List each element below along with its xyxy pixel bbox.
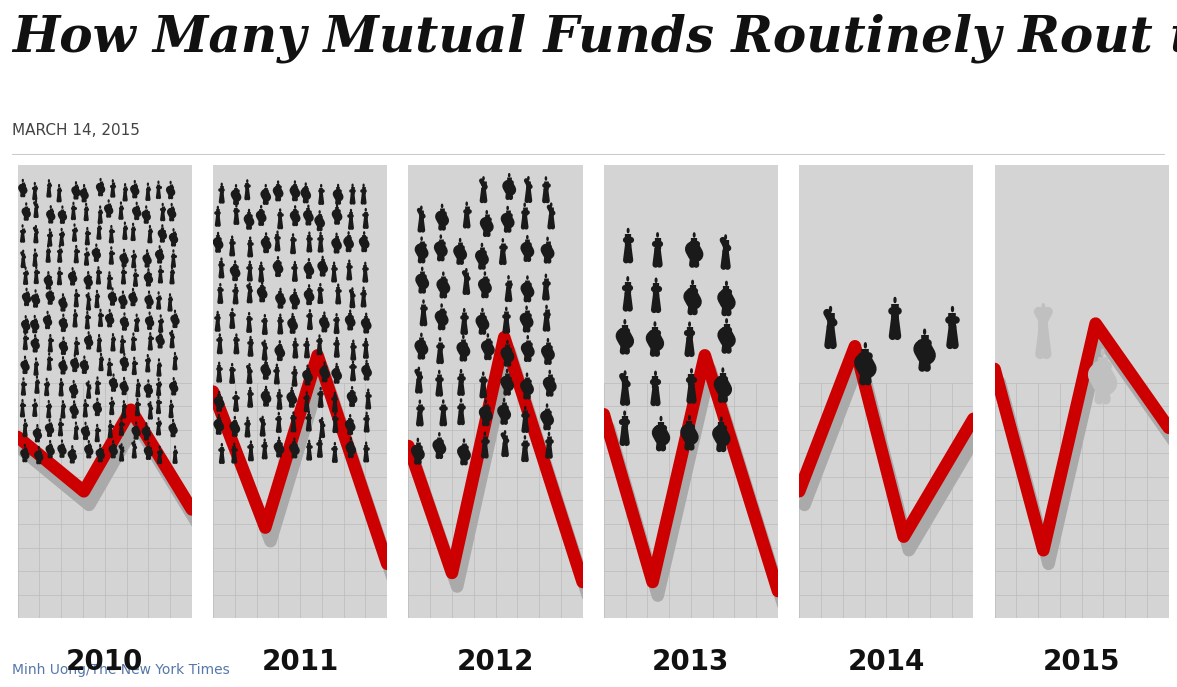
Circle shape <box>483 177 484 180</box>
Circle shape <box>527 276 528 279</box>
Circle shape <box>722 368 724 372</box>
Circle shape <box>1042 304 1044 311</box>
Circle shape <box>627 277 629 281</box>
Circle shape <box>506 307 507 311</box>
Circle shape <box>439 338 440 341</box>
Circle shape <box>487 334 488 337</box>
Text: Minh Uong/The New York Times: Minh Uong/The New York Times <box>12 663 230 677</box>
Circle shape <box>924 329 925 335</box>
Circle shape <box>830 306 831 312</box>
Circle shape <box>526 306 527 309</box>
Circle shape <box>484 432 485 436</box>
Circle shape <box>527 336 528 339</box>
Circle shape <box>725 235 726 239</box>
Circle shape <box>691 369 692 373</box>
Text: 2010: 2010 <box>66 648 144 676</box>
Circle shape <box>656 278 657 282</box>
Circle shape <box>508 174 510 177</box>
Circle shape <box>507 341 508 344</box>
Circle shape <box>545 177 546 180</box>
Circle shape <box>439 433 440 436</box>
Circle shape <box>460 399 461 402</box>
Circle shape <box>527 177 528 180</box>
Circle shape <box>504 398 505 402</box>
Circle shape <box>423 300 424 303</box>
Circle shape <box>418 368 419 370</box>
Text: MARCH 14, 2015: MARCH 14, 2015 <box>12 123 140 138</box>
Circle shape <box>420 206 421 210</box>
Circle shape <box>464 439 465 442</box>
Circle shape <box>441 304 443 307</box>
Circle shape <box>1102 349 1104 356</box>
Circle shape <box>506 370 507 372</box>
Circle shape <box>546 404 547 407</box>
Circle shape <box>545 274 546 278</box>
Circle shape <box>421 237 423 240</box>
Circle shape <box>481 243 483 247</box>
Circle shape <box>464 308 465 312</box>
Circle shape <box>525 407 526 409</box>
Text: How Many Mutual Funds Routinely Rout the Market? Zero: How Many Mutual Funds Routinely Rout the… <box>12 14 1177 63</box>
Circle shape <box>864 343 866 348</box>
Circle shape <box>726 282 727 286</box>
Circle shape <box>527 236 528 239</box>
Circle shape <box>508 275 510 279</box>
Text: 2012: 2012 <box>457 648 534 676</box>
Circle shape <box>951 306 953 312</box>
Circle shape <box>460 370 461 373</box>
Circle shape <box>657 233 658 237</box>
Circle shape <box>443 400 444 403</box>
Circle shape <box>507 207 508 210</box>
Circle shape <box>547 237 548 240</box>
Circle shape <box>481 308 483 312</box>
Circle shape <box>720 417 723 421</box>
Circle shape <box>419 401 420 403</box>
Circle shape <box>551 203 552 206</box>
Circle shape <box>525 436 526 439</box>
Circle shape <box>443 272 444 275</box>
Text: 2014: 2014 <box>847 648 925 676</box>
Circle shape <box>524 203 525 206</box>
Circle shape <box>546 305 547 308</box>
Circle shape <box>689 322 691 326</box>
Circle shape <box>421 333 423 337</box>
Circle shape <box>439 370 440 374</box>
Circle shape <box>440 235 441 238</box>
Circle shape <box>654 372 657 375</box>
Circle shape <box>693 233 694 237</box>
Circle shape <box>624 319 626 324</box>
Circle shape <box>483 372 484 375</box>
Circle shape <box>466 269 467 272</box>
Circle shape <box>421 267 423 271</box>
Circle shape <box>486 211 487 214</box>
Circle shape <box>895 297 896 302</box>
Circle shape <box>548 432 550 436</box>
Circle shape <box>466 202 467 205</box>
Circle shape <box>418 438 419 442</box>
Circle shape <box>441 204 443 207</box>
Circle shape <box>485 400 486 403</box>
Circle shape <box>526 373 527 376</box>
Circle shape <box>660 416 661 420</box>
Circle shape <box>503 239 504 242</box>
Circle shape <box>624 371 626 375</box>
Circle shape <box>624 412 625 415</box>
Circle shape <box>463 335 464 339</box>
Circle shape <box>505 431 506 434</box>
Circle shape <box>484 272 485 275</box>
Text: 2015: 2015 <box>1043 648 1121 676</box>
Text: 2013: 2013 <box>652 648 730 676</box>
Circle shape <box>550 370 551 374</box>
Circle shape <box>726 319 727 323</box>
Circle shape <box>627 229 629 233</box>
Circle shape <box>689 416 690 420</box>
Circle shape <box>654 322 656 326</box>
Circle shape <box>692 280 693 284</box>
Circle shape <box>459 238 460 242</box>
Text: 2011: 2011 <box>261 648 339 676</box>
Circle shape <box>547 339 548 341</box>
